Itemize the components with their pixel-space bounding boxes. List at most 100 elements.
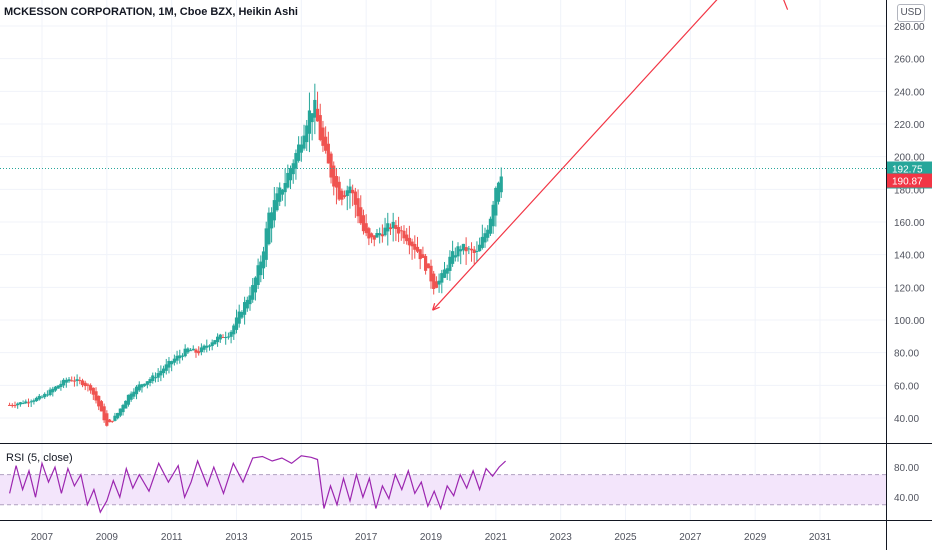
candle-body xyxy=(221,337,225,339)
time-tick-label: 2029 xyxy=(744,532,767,543)
candle-body xyxy=(261,251,266,269)
candle-body xyxy=(494,187,498,216)
candle-body xyxy=(53,386,58,391)
candle-body xyxy=(175,355,179,361)
candle-body xyxy=(226,336,230,338)
candle-body xyxy=(270,212,274,229)
candle-body xyxy=(451,251,455,264)
candle-body xyxy=(453,255,457,258)
candle-body xyxy=(302,135,306,149)
candle-body xyxy=(132,391,136,397)
candle-body xyxy=(148,379,152,384)
candle-body xyxy=(21,403,25,405)
currency-button[interactable]: USD xyxy=(897,4,925,22)
candle-body xyxy=(326,143,330,164)
candle-body xyxy=(110,420,114,422)
candle-body xyxy=(134,386,139,395)
price-tick-label: 140.00 xyxy=(894,251,925,262)
rsi-indicator-label[interactable]: RSI (5, close) xyxy=(6,452,73,464)
candles xyxy=(7,83,503,427)
candle-body xyxy=(337,181,341,200)
price-tick-label: 80.00 xyxy=(894,349,919,360)
price-tick-label: 120.00 xyxy=(894,283,925,294)
price-axis[interactable]: 40.00 60.00 80.00 100.00 120.00 140.00 160.00 1… xyxy=(894,22,925,504)
candle-body xyxy=(140,384,144,388)
time-tick-label: 2031 xyxy=(809,532,832,543)
candle-body xyxy=(186,348,190,353)
candle-body xyxy=(445,268,449,274)
candle-body xyxy=(113,415,117,421)
candle-body xyxy=(40,396,44,398)
candle-body xyxy=(356,198,360,217)
rsi-tick-label: 80.00 xyxy=(894,463,919,474)
time-tick-label: 2015 xyxy=(290,532,313,543)
candle-body xyxy=(48,389,52,395)
candle-body xyxy=(483,233,487,243)
candle-body xyxy=(378,233,382,236)
last-price-value: 192.75 xyxy=(892,165,923,176)
candle-body xyxy=(299,144,303,153)
candle-body xyxy=(218,334,222,340)
candle-body xyxy=(275,193,279,211)
candle-body xyxy=(367,228,371,239)
candle-body xyxy=(329,153,333,178)
candle-body xyxy=(121,404,125,413)
candle-body xyxy=(75,379,79,381)
candle-body xyxy=(410,241,414,247)
candle-body xyxy=(205,345,209,348)
candle-body xyxy=(345,190,349,197)
candle-body xyxy=(342,195,347,197)
candle-body xyxy=(475,251,479,253)
grid xyxy=(0,0,886,520)
rsi-series xyxy=(9,455,507,514)
candle-body xyxy=(161,368,166,374)
candle-body xyxy=(499,176,503,193)
candle-body xyxy=(334,176,339,188)
candle-body xyxy=(448,256,452,271)
price-tick-label: 100.00 xyxy=(894,316,925,327)
candle-body xyxy=(153,377,158,379)
candle-body xyxy=(191,348,195,351)
candle-body xyxy=(318,115,322,140)
candle-body xyxy=(353,191,357,205)
candle-body xyxy=(167,360,171,368)
low-price-value: 190.87 xyxy=(892,177,923,188)
candle-body xyxy=(442,269,447,278)
candle-body xyxy=(13,405,17,407)
price-tick-label: 200.00 xyxy=(894,153,925,164)
price-tick-label: 260.00 xyxy=(894,55,925,66)
candle-body xyxy=(426,263,430,269)
time-axis[interactable]: 2007 2009 2011 2013 2015 2017 2019 2021 2023 2025… xyxy=(31,532,832,543)
candle-body xyxy=(116,412,120,419)
candle-body xyxy=(413,243,417,250)
candle-body xyxy=(78,380,82,382)
candle-body xyxy=(405,234,409,242)
candle-body xyxy=(89,385,93,391)
candle-body xyxy=(156,373,160,378)
candle-body xyxy=(124,400,128,409)
price-tick-label: 220.00 xyxy=(894,120,925,131)
candle-body xyxy=(267,212,271,245)
trendline[interactable] xyxy=(0,0,886,311)
candle-body xyxy=(464,247,468,252)
candle-body xyxy=(16,403,20,406)
candle-body xyxy=(51,388,55,393)
time-tick-label: 2017 xyxy=(355,532,378,543)
candle-body xyxy=(234,317,239,330)
candle-body xyxy=(461,243,466,251)
candle-body xyxy=(421,254,425,258)
candle-body xyxy=(272,200,276,221)
candle-body xyxy=(372,235,376,240)
candle-body xyxy=(229,331,233,337)
price-tick-label: 280.00 xyxy=(894,22,925,33)
candle-body xyxy=(256,265,260,285)
candle-body xyxy=(369,233,374,238)
low-price-badge xyxy=(887,173,932,188)
candle-body xyxy=(429,265,433,282)
candle-body xyxy=(291,163,295,175)
time-tick-label: 2009 xyxy=(96,532,119,543)
candle-body xyxy=(45,394,50,396)
candle-body xyxy=(294,153,298,169)
candle-body xyxy=(418,249,422,260)
